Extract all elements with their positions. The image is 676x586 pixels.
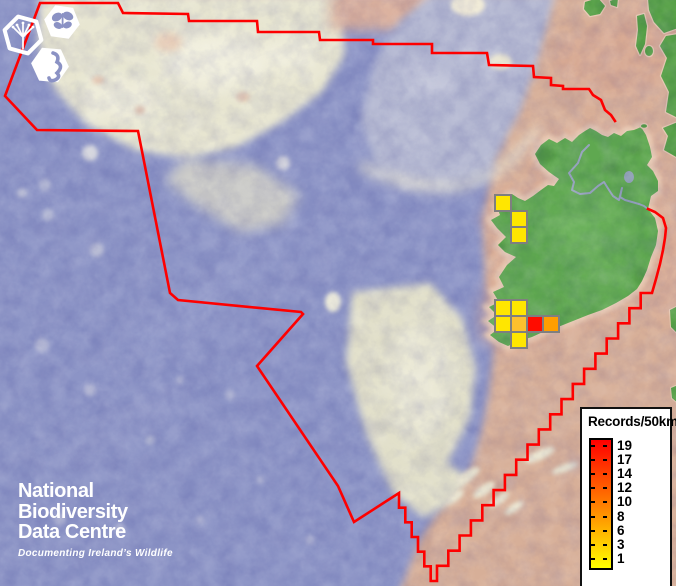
seahorse-icon xyxy=(47,51,63,83)
grid-cell[interactable] xyxy=(494,194,512,212)
seamounts xyxy=(17,145,315,545)
legend-tick-mark xyxy=(591,543,595,546)
grid-cell[interactable] xyxy=(510,226,528,244)
legend-title: Records/50km xyxy=(588,414,676,429)
seed-head-icon xyxy=(11,21,35,50)
legend-tick-label: 19 xyxy=(617,438,633,453)
logo-tagline: Documenting Ireland’s Wildlife xyxy=(18,547,173,559)
legend-tick-mark xyxy=(603,529,607,532)
legend-tick-mark xyxy=(603,543,607,546)
grid-cell[interactable] xyxy=(510,315,528,333)
legend-tick-mark xyxy=(603,501,607,504)
legend-tick-label: 1 xyxy=(617,550,625,566)
legend-tick-mark xyxy=(591,557,595,560)
grid-cell[interactable] xyxy=(510,331,528,349)
wales-coast-slivers xyxy=(668,305,676,403)
grid-cell[interactable] xyxy=(542,315,560,333)
legend-tick-label: 12 xyxy=(617,480,633,496)
legend-tick-mark xyxy=(603,459,607,462)
ni-border-line xyxy=(568,144,649,210)
logo-line-3: Data Centre xyxy=(18,521,126,543)
logo-line-2: Biodiversity xyxy=(18,500,128,523)
legend-tick-label: 8 xyxy=(617,508,625,524)
lough-neagh xyxy=(624,171,634,183)
grid-cell[interactable] xyxy=(494,315,512,333)
grid-cell[interactable] xyxy=(510,210,528,228)
grid-cell[interactable] xyxy=(526,315,544,333)
grid-cell[interactable] xyxy=(510,299,528,317)
legend-tick-mark xyxy=(591,515,595,518)
legend-tick-mark xyxy=(591,487,595,490)
logo-line-1: National xyxy=(18,480,94,502)
ireland-relief xyxy=(498,145,648,334)
grid-cell[interactable] xyxy=(494,299,512,317)
legend-tick-mark xyxy=(591,473,595,476)
legend-tick-mark xyxy=(591,445,595,447)
legend-tick-mark xyxy=(603,473,607,476)
legend-tick-label: 6 xyxy=(617,522,625,538)
legend-tick-mark xyxy=(591,529,595,532)
legend-tick-mark xyxy=(591,501,595,504)
nbdc-logo-hexagons xyxy=(2,5,80,83)
butterfly-icon xyxy=(51,11,74,29)
legend-tick-mark xyxy=(591,459,595,462)
scotland-landmass xyxy=(582,0,676,159)
legend-tick-mark xyxy=(603,515,607,518)
legend-tick-label: 10 xyxy=(617,494,633,510)
record-grid-cells xyxy=(494,194,560,349)
seabight-canyons xyxy=(446,446,579,516)
legend-tick-mark xyxy=(603,445,607,447)
legend-tick-label: 14 xyxy=(617,466,633,482)
hexagon-outline xyxy=(2,14,44,56)
legend-tick-mark xyxy=(603,557,607,560)
legend-tick-mark xyxy=(603,487,607,490)
legend-tick-label: 17 xyxy=(617,452,633,468)
legend-box: Records/50km 19 17 14 12 10 8 6 3 1 xyxy=(580,407,676,586)
legend-color-bar xyxy=(589,438,613,570)
nbdc-logo: National Biodiversity Data Centre Docume… xyxy=(18,481,173,559)
legend-tick-label: 3 xyxy=(617,536,625,552)
designated-area-boundary-line xyxy=(3,1,668,583)
